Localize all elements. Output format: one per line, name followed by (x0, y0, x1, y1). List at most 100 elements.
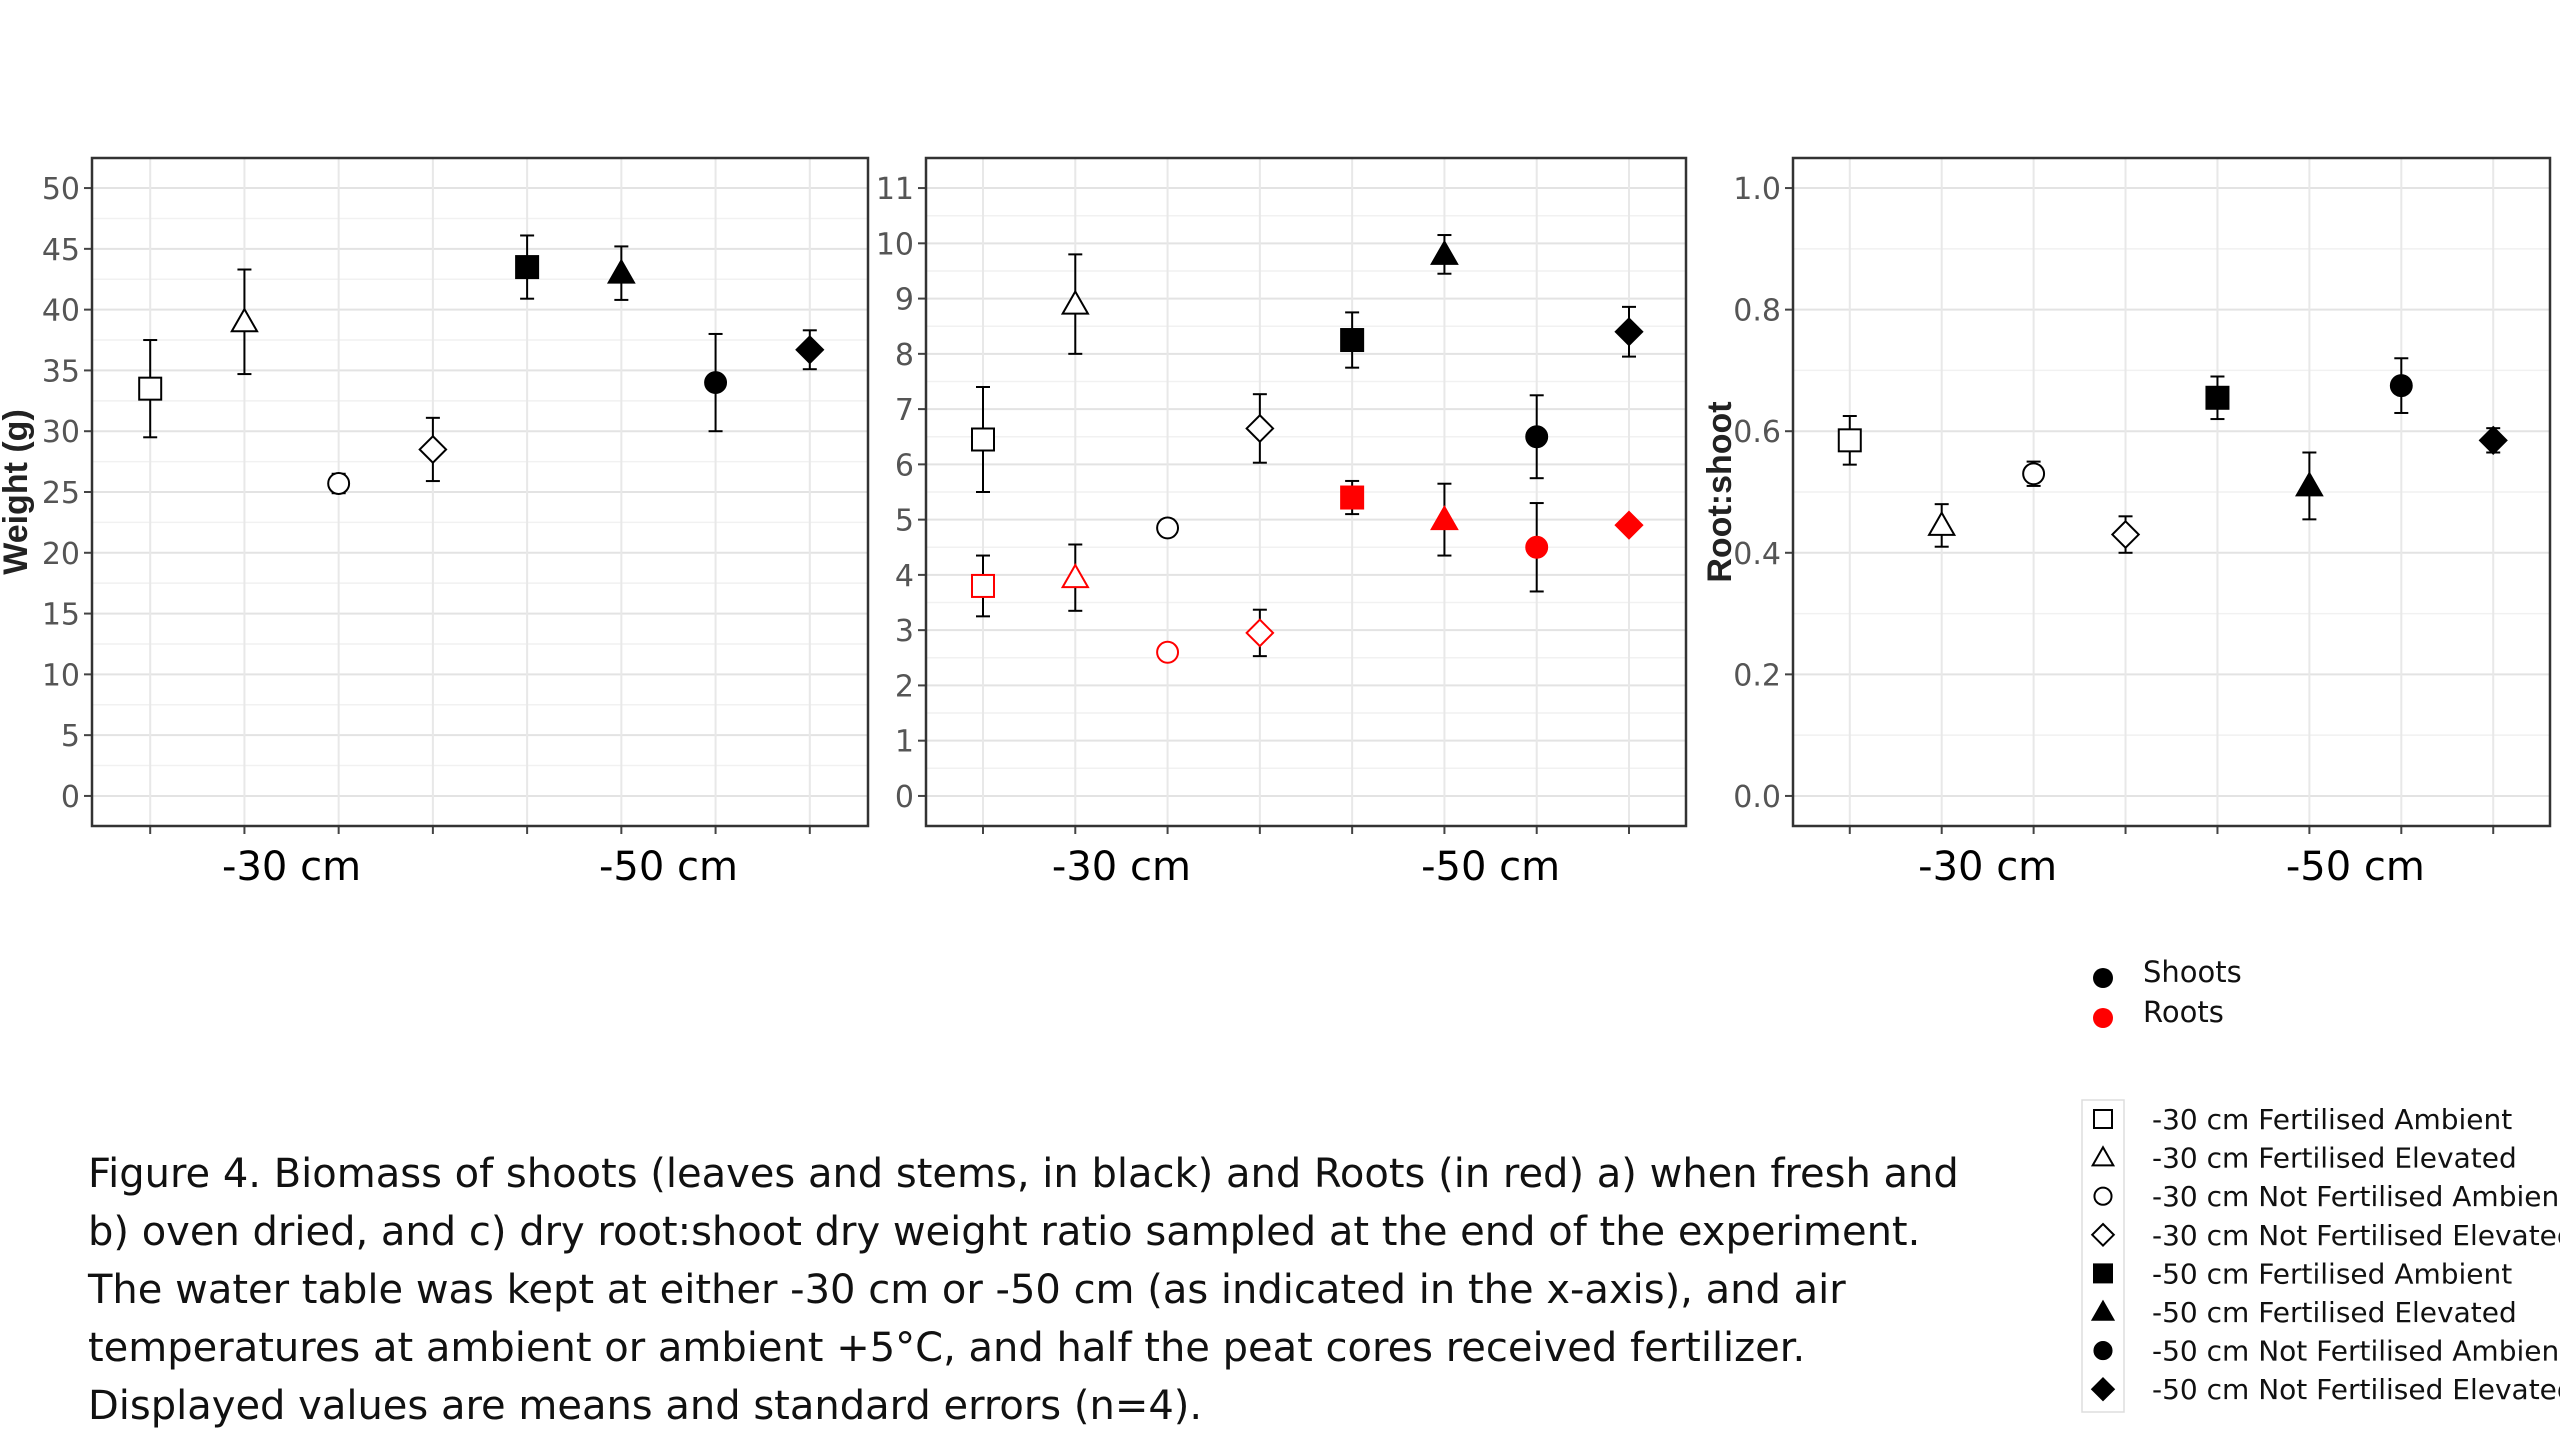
chart-panel-c: 0.0 0.2 0.4 0.6 0.8 1.0 Root:shoot -30 cm -50 cm (1701, 156, 2552, 890)
legend-shape-label: -50 cm Not Fertilised Elevated (2152, 1373, 2560, 1406)
data-point (1430, 239, 1459, 265)
y-tick-label: 50 (42, 172, 80, 207)
figure-caption: Figure 4. Biomass of shoots (leaves and … (88, 1145, 1968, 1435)
legend-color-dot (2093, 1008, 2113, 1028)
legend-shape-label: -30 cm Fertilised Elevated (2152, 1142, 2517, 1175)
data-point (1340, 485, 1365, 510)
data-point (1156, 516, 1180, 540)
data-point (327, 472, 351, 495)
y-tick-label: 0.6 (1733, 415, 1781, 450)
data-point (1614, 317, 1644, 347)
y-tick-label: 2 (895, 669, 914, 704)
y-tick-label: 10 (42, 658, 80, 693)
data-point (971, 573, 995, 598)
x-category-label: -50 cm (1421, 844, 1560, 890)
x-category-label: -30 cm (1918, 844, 2057, 890)
chart-panel-b: 0 1 2 3 4 5 6 7 8 9 10 11 -30 cm -50 cm (876, 156, 1688, 890)
legend-shape (2090, 1299, 2116, 1321)
x-category-label: -30 cm (222, 844, 361, 890)
y-tick-label: 5 (895, 504, 914, 539)
y-tick-label: 35 (42, 354, 80, 389)
legend-color-label: Shoots (2143, 955, 2242, 989)
y-tick-label: 0.0 (1733, 780, 1781, 815)
data-point (1245, 413, 1275, 444)
data-point (2110, 519, 2141, 550)
data-point (704, 371, 728, 395)
y-tick-label: 0 (61, 780, 80, 815)
y-tick-label: 30 (42, 415, 80, 450)
y-tick-label: 0.4 (1733, 537, 1781, 572)
legend-shape-label: -30 cm Not Fertilised Elevated (2152, 1219, 2560, 1252)
legend-shape (2093, 1186, 2113, 1206)
data-point (230, 307, 259, 333)
x-category-label: -50 cm (2286, 844, 2425, 890)
legend-shape (2093, 1109, 2113, 1129)
data-point (971, 427, 995, 452)
y-tick-label: 6 (895, 448, 914, 483)
legend-shape-label: -50 cm Not Fertilised Ambient (2152, 1335, 2560, 1368)
legend-shape-label: -50 cm Fertilised Elevated (2152, 1296, 2517, 1329)
data-point (2295, 471, 2324, 497)
data-point (1525, 425, 1549, 449)
legend-shape (2090, 1145, 2116, 1167)
caption-line: Figure 4. Biomass of shoots (leaves and … (88, 1151, 1959, 1197)
data-point (1614, 510, 1644, 540)
legend-shape (2090, 1222, 2116, 1248)
data-point (1245, 618, 1275, 648)
caption-line: b) oven dried, and c) dry root:shoot dry… (88, 1209, 1921, 1255)
data-point (1060, 289, 1090, 315)
data-point (1837, 428, 1862, 453)
data-point (1430, 504, 1459, 531)
y-tick-label: 20 (42, 537, 80, 572)
y-tick-label: 8 (895, 338, 914, 373)
data-point (2022, 462, 2046, 486)
data-point (515, 255, 540, 280)
legend-shape-label: -30 cm Not Fertilised Ambient (2152, 1180, 2560, 1213)
y-axis-label: Root:shoot (1701, 401, 1739, 582)
y-tick-label: 0 (895, 780, 914, 815)
legend-color-dot (2093, 968, 2113, 988)
y-tick-label: 7 (895, 393, 914, 428)
data-point (138, 376, 163, 401)
legend-shape-label: -50 cm Fertilised Ambient (2152, 1257, 2512, 1290)
y-tick-label: 1.0 (1733, 172, 1781, 207)
plot-border (90, 156, 870, 828)
data-point (1340, 328, 1365, 353)
data-point (1525, 535, 1549, 559)
legend-shape (2093, 1341, 2113, 1361)
data-point (606, 258, 636, 284)
color-legend: Shoots Roots (2093, 955, 2242, 1029)
data-point (418, 434, 448, 465)
data-point (1060, 562, 1090, 589)
legend-shape (2090, 1376, 2116, 1402)
y-axis-label: Weight (g) (0, 409, 35, 575)
x-category-label: -50 cm (599, 844, 738, 890)
caption-line: The water table was kept at either -30 c… (88, 1267, 1846, 1313)
chart-panel-a: 0 5 10 15 20 25 30 35 40 45 50 Weight (g) -30 cm -50 … (0, 156, 870, 890)
data-point (795, 335, 825, 365)
y-tick-label: 5 (61, 719, 80, 754)
y-tick-label: 15 (42, 598, 80, 633)
data-point (1927, 510, 1957, 536)
y-tick-label: 3 (895, 614, 914, 649)
y-tick-label: 45 (42, 233, 80, 268)
legend-shape (2093, 1263, 2113, 1284)
legend-color-label: Roots (2143, 995, 2224, 1029)
data-point (2389, 374, 2413, 398)
y-tick-label: 11 (876, 172, 914, 207)
y-tick-label: 4 (895, 559, 914, 594)
caption-line: Displayed values are means and standard … (88, 1383, 1203, 1429)
legend-shape-label: -30 cm Fertilised Ambient (2152, 1103, 2512, 1136)
data-point (1156, 640, 1180, 664)
data-point (2478, 425, 2508, 455)
y-tick-label: 25 (42, 476, 80, 511)
plot-border (924, 156, 1688, 828)
y-tick-label: 10 (876, 227, 914, 262)
y-tick-label: 1 (895, 725, 914, 760)
x-category-label: -30 cm (1052, 844, 1191, 890)
shape-legend: -30 cm Fertilised Ambient -30 cm Fertilis… (2081, 1099, 2560, 1413)
data-point (2205, 385, 2230, 410)
y-tick-label: 0.2 (1733, 658, 1781, 693)
